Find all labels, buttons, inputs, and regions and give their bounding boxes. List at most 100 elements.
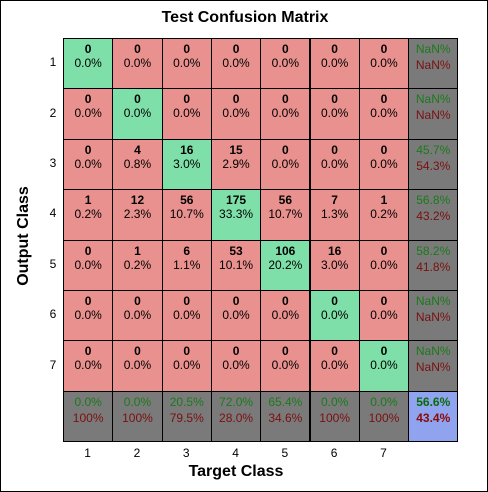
cell-count: 56 bbox=[180, 193, 194, 208]
matrix-cell: 0 0.0% bbox=[358, 340, 410, 392]
matrix-cell: 7 1.3% bbox=[309, 189, 360, 241]
cell-percent: 0.0% bbox=[222, 308, 250, 322]
cell-percent: 0.0% bbox=[320, 106, 349, 121]
matrix-cell: 0 0.0% bbox=[309, 290, 360, 342]
cell-count: 0 bbox=[331, 294, 338, 308]
cell-percent: 0.2% bbox=[74, 207, 102, 222]
cell-percent: 0.0% bbox=[370, 156, 398, 171]
x-tick-label: 4 bbox=[232, 446, 239, 461]
matrix-cell: 16 3.0% bbox=[309, 239, 360, 291]
matrix-cell: 106 20.2% bbox=[260, 239, 311, 291]
matrix-cell: 0 0.0% bbox=[260, 290, 311, 342]
cell-percent: 0.2% bbox=[123, 257, 152, 272]
cell-percent: 0.0% bbox=[74, 156, 102, 171]
cell-count: 0 bbox=[331, 344, 338, 359]
cell-percent: 0.0% bbox=[320, 358, 349, 373]
cell-count: 0 bbox=[380, 344, 388, 359]
cell-percent: 0.0% bbox=[271, 308, 300, 322]
cell-percent: 0.0% bbox=[271, 156, 300, 171]
matrix-cell: 0 0.0% bbox=[161, 38, 212, 90]
cell-percent: 0.8% bbox=[123, 156, 152, 171]
matrix-cell: 4 0.8% bbox=[112, 138, 163, 191]
column-correct-percent: 0.0% bbox=[74, 394, 102, 409]
matrix-cell: 0 0.0% bbox=[260, 138, 311, 191]
row-summary-cell: 58.2% 41.8% bbox=[408, 239, 459, 291]
row-incorrect-percent: NaN% bbox=[415, 58, 451, 72]
matrix-cell: 0 0.0% bbox=[112, 38, 163, 90]
row-correct-percent: 45.7% bbox=[416, 142, 451, 157]
cell-percent: 1.1% bbox=[173, 257, 201, 272]
matrix-cell: 0 0.0% bbox=[161, 290, 212, 342]
row-correct-percent: NaN% bbox=[415, 344, 451, 359]
matrix-cell: 0 0.0% bbox=[358, 290, 410, 342]
cell-count: 1 bbox=[380, 193, 388, 208]
row-correct-percent: NaN% bbox=[415, 92, 451, 107]
cell-count: 0 bbox=[232, 344, 240, 359]
matrix-cell: 12 2.3% bbox=[112, 189, 163, 241]
cell-count: 1 bbox=[84, 193, 92, 208]
overall-accuracy-cell: 56.6% 43.4% bbox=[408, 390, 459, 443]
cell-count: 106 bbox=[275, 243, 296, 258]
cell-percent: 0.0% bbox=[222, 358, 250, 373]
column-summary-cell: 20.5% 79.5% bbox=[161, 390, 212, 443]
matrix-cell: 0 0.0% bbox=[63, 138, 114, 191]
y-tick-label: 2 bbox=[49, 105, 57, 120]
cell-count: 0 bbox=[380, 42, 388, 56]
row-correct-percent: 58.2% bbox=[416, 243, 451, 258]
cell-percent: 0.0% bbox=[370, 56, 398, 70]
matrix-cell: 0 0.0% bbox=[112, 340, 163, 392]
matrix-cell: 53 10.1% bbox=[210, 239, 262, 291]
cell-count: 0 bbox=[232, 92, 240, 107]
cell-count: 0 bbox=[183, 42, 191, 56]
column-correct-percent: 0.0% bbox=[123, 394, 152, 409]
matrix-cell: 0 0.0% bbox=[63, 340, 114, 392]
matrix-cell: 0 0.0% bbox=[210, 88, 262, 140]
y-tick-label: 1 bbox=[49, 55, 57, 70]
x-tick-label: 1 bbox=[84, 446, 91, 461]
cell-percent: 20.2% bbox=[268, 257, 303, 272]
cell-count: 0 bbox=[134, 92, 141, 107]
matrix-cell: 175 33.3% bbox=[210, 189, 262, 241]
cell-count: 53 bbox=[229, 243, 243, 258]
cell-percent: 10.7% bbox=[268, 207, 303, 222]
cell-percent: 0.0% bbox=[74, 358, 102, 373]
cell-percent: 0.0% bbox=[370, 257, 398, 272]
column-summary-cell: 65.4% 34.6% bbox=[260, 390, 311, 443]
cell-percent: 2.9% bbox=[222, 156, 250, 171]
matrix-cell: 0 0.0% bbox=[260, 340, 311, 392]
cell-percent: 0.0% bbox=[123, 106, 152, 121]
cell-percent: 10.7% bbox=[169, 207, 204, 222]
matrix-cell: 0 0.0% bbox=[358, 38, 410, 90]
column-summary-cell: 0.0% 100% bbox=[358, 390, 410, 443]
cell-percent: 0.0% bbox=[173, 358, 201, 373]
x-tick-label: 7 bbox=[380, 446, 387, 461]
cell-count: 0 bbox=[84, 42, 92, 56]
column-correct-percent: 0.0% bbox=[320, 394, 349, 409]
matrix-cell: 1 0.2% bbox=[63, 189, 114, 241]
y-tick-label: 7 bbox=[49, 357, 57, 372]
cell-count: 0 bbox=[84, 344, 92, 359]
cell-percent: 0.0% bbox=[271, 358, 300, 373]
x-axis-label: Target Class bbox=[188, 463, 284, 480]
cell-count: 0 bbox=[232, 294, 240, 308]
cell-count: 0 bbox=[281, 92, 289, 107]
cell-percent: 1.3% bbox=[320, 207, 349, 222]
row-incorrect-percent: 43.2% bbox=[416, 209, 451, 224]
cell-percent: 0.0% bbox=[173, 56, 201, 70]
x-tick-label: 2 bbox=[133, 446, 141, 461]
matrix-cell: 0 0.0% bbox=[358, 138, 410, 191]
matrix-cell: 0 0.0% bbox=[161, 340, 212, 392]
y-axis-label: Output Class bbox=[15, 186, 32, 286]
cell-count: 175 bbox=[226, 193, 247, 208]
column-incorrect-percent: 100% bbox=[122, 410, 153, 425]
cell-percent: 0.0% bbox=[173, 106, 201, 121]
cell-percent: 0.0% bbox=[320, 156, 349, 171]
cell-percent: 0.0% bbox=[74, 56, 102, 70]
cell-percent: 0.0% bbox=[222, 56, 250, 70]
cell-count: 0 bbox=[84, 243, 92, 258]
cell-count: 0 bbox=[84, 92, 92, 107]
cell-count: 0 bbox=[331, 42, 338, 56]
column-summary-cell: 72.0% 28.0% bbox=[210, 390, 262, 443]
row-incorrect-percent: NaN% bbox=[415, 310, 451, 324]
